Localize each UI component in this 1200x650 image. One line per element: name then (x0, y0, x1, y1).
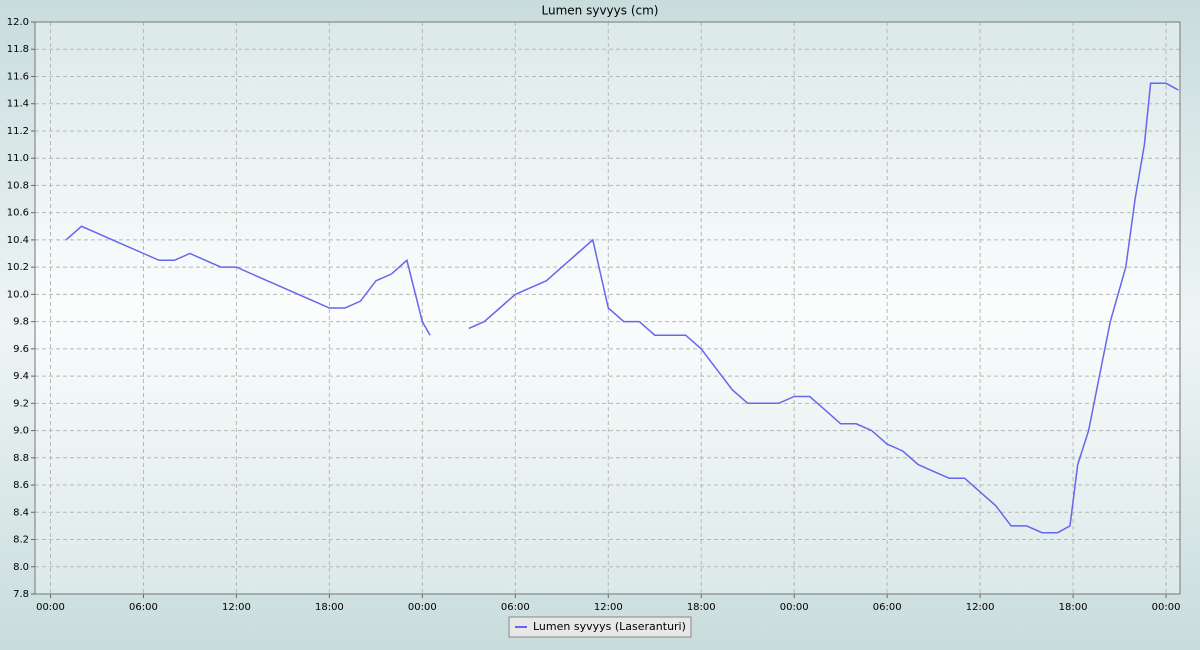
legend-label: Lumen syvyys (Laseranturi) (533, 620, 686, 633)
y-tick-label: 7.8 (13, 589, 29, 600)
x-tick-label: 18:00 (315, 602, 344, 613)
y-tick-label: 11.0 (7, 153, 29, 164)
y-tick-label: 9.2 (13, 398, 29, 409)
y-tick-label: 11.2 (7, 126, 29, 137)
plot-border (34, 21, 1181, 595)
y-tick-label: 8.8 (13, 453, 29, 464)
y-tick-label: 9.0 (13, 426, 29, 437)
y-tick-label: 8.0 (13, 562, 29, 573)
y-tick-label: 10.2 (7, 262, 29, 273)
x-tick-label: 00:00 (36, 602, 65, 613)
y-tick-label: 10.8 (7, 180, 29, 191)
x-tick-label: 18:00 (1059, 602, 1088, 613)
x-tick-label: 06:00 (129, 602, 158, 613)
x-tick-label: 06:00 (873, 602, 902, 613)
y-tick-label: 10.4 (7, 235, 29, 246)
y-tick-label: 9.8 (13, 317, 29, 328)
legend: Lumen syvyys (Laseranturi) (508, 616, 692, 638)
x-tick-label: 06:00 (501, 602, 530, 613)
y-tick-label: 8.2 (13, 535, 29, 546)
legend-box (508, 616, 692, 638)
x-tick-label: 18:00 (687, 602, 716, 613)
y-tick-label: 10.0 (7, 289, 29, 300)
plot-area (35, 22, 1180, 594)
y-tick-label: 10.6 (7, 208, 29, 219)
y-tick-label: 11.8 (7, 44, 29, 55)
y-tick-label: 9.4 (13, 371, 29, 382)
x-tick-label: 12:00 (222, 602, 251, 613)
y-tick-label: 9.6 (13, 344, 29, 355)
x-tick-label: 00:00 (1152, 602, 1181, 613)
chart-title: Lumen syvyys (cm) (542, 4, 659, 18)
y-tick-label: 8.6 (13, 480, 29, 491)
data-line (65, 82, 1179, 534)
x-tick-label: 12:00 (594, 602, 623, 613)
x-tick-label: 00:00 (408, 602, 437, 613)
y-tick-label: 11.6 (7, 71, 29, 82)
y-tick-label: 12.0 (7, 17, 29, 28)
y-tick-label: 11.4 (7, 99, 29, 110)
y-tick-label: 8.4 (13, 507, 29, 518)
x-tick-label: 12:00 (966, 602, 995, 613)
x-tick-label: 00:00 (780, 602, 809, 613)
